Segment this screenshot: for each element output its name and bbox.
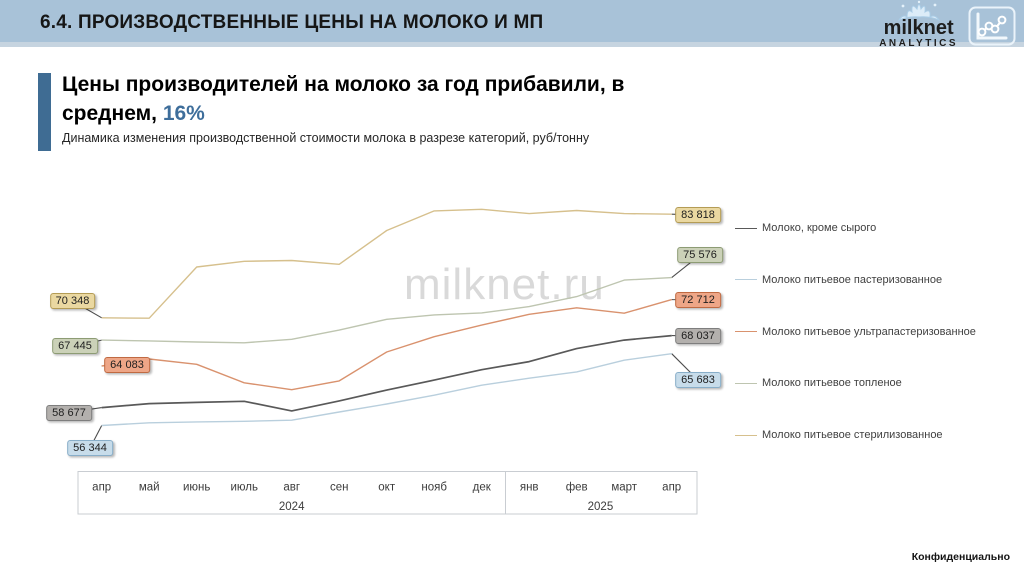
legend-item: Молоко питьевое топленое xyxy=(735,377,902,389)
year-label: 2025 xyxy=(588,501,614,513)
header-bar: 6.4. ПРОИЗВОДСТВЕННЫЕ ЦЕНЫ НА МОЛОКО И М… xyxy=(0,0,1024,49)
brand-name: milknet xyxy=(883,17,954,39)
brand-subtitle: ANALYTICS xyxy=(879,38,958,49)
legend-label: Молоко питьевое стерилизованное xyxy=(762,429,943,442)
month-label: авг xyxy=(283,482,300,494)
data-label: 68 037 xyxy=(675,328,721,344)
data-label: 56 344 xyxy=(67,440,113,456)
title-highlight: 16% xyxy=(162,102,205,125)
month-label: дек xyxy=(473,482,492,494)
accent-bar xyxy=(38,73,51,151)
legend-key-line xyxy=(735,331,757,333)
confidential-note: Конфиденциально xyxy=(911,551,1010,563)
series-line xyxy=(101,334,672,412)
month-label: май xyxy=(139,482,160,494)
month-label: фев xyxy=(566,482,588,494)
header-title: 6.4. ПРОИЗВОДСТВЕННЫЕ ЦЕНЫ НА МОЛОКО И М… xyxy=(40,12,544,33)
series-line xyxy=(101,353,672,427)
series-line xyxy=(101,298,672,391)
data-label: 64 083 xyxy=(104,356,150,373)
legend-key-line xyxy=(735,382,757,384)
year-label: 2024 xyxy=(279,501,305,513)
legend-label: Молоко питьевое топленое xyxy=(762,377,902,390)
data-label: 67 445 xyxy=(52,338,98,354)
title-text: Цены производителей на молоко за год при… xyxy=(62,73,625,125)
data-label: 65 683 xyxy=(675,372,721,388)
legend-label: Молоко, кроме сырого xyxy=(762,222,877,234)
month-label: окт xyxy=(378,482,396,494)
data-label: 70 348 xyxy=(49,293,96,309)
legend-item: Молоко питьевое стерилизованное xyxy=(735,429,943,441)
x-axis-frame xyxy=(77,471,698,515)
data-label: 83 818 xyxy=(675,207,721,223)
chart-subtitle: Динамика изменения производственной стои… xyxy=(62,131,590,145)
month-label: янв xyxy=(520,482,539,494)
month-label: июнь xyxy=(183,482,210,494)
month-label: сен xyxy=(330,482,349,494)
legend-item: Молоко питьевое ультрапастеризованное xyxy=(735,326,976,338)
legend-key-line xyxy=(735,434,757,436)
legend-label: Молоко питьевое пастеризованное xyxy=(762,273,943,286)
data-label: 72 712 xyxy=(675,292,721,308)
legend-key-line xyxy=(735,279,757,281)
month-label: нояб xyxy=(421,482,447,494)
month-label: март xyxy=(611,482,637,494)
series-line xyxy=(101,276,672,344)
analytics-chart-icon xyxy=(968,6,1016,46)
page-title: Цены производителей на молоко за год при… xyxy=(62,70,702,128)
data-label: 58 677 xyxy=(46,404,92,421)
watermark: milknet.ru xyxy=(404,260,605,309)
month-label: апр xyxy=(92,482,111,494)
legend-item: Молоко питьевое пастеризованное xyxy=(735,274,942,286)
month-label: апр xyxy=(662,482,681,494)
month-label: июль xyxy=(230,482,258,494)
legend-key-line xyxy=(735,227,757,229)
milk-splash-icon xyxy=(897,0,940,22)
data-label: 75 576 xyxy=(677,247,723,263)
brand-logo: milknet ANALYTICS xyxy=(879,0,958,49)
legend-label: Молоко питьевое ультрапастеризованное xyxy=(762,325,976,338)
legend-item: Молоко, кроме сырого xyxy=(735,222,876,234)
series-line xyxy=(101,208,672,319)
